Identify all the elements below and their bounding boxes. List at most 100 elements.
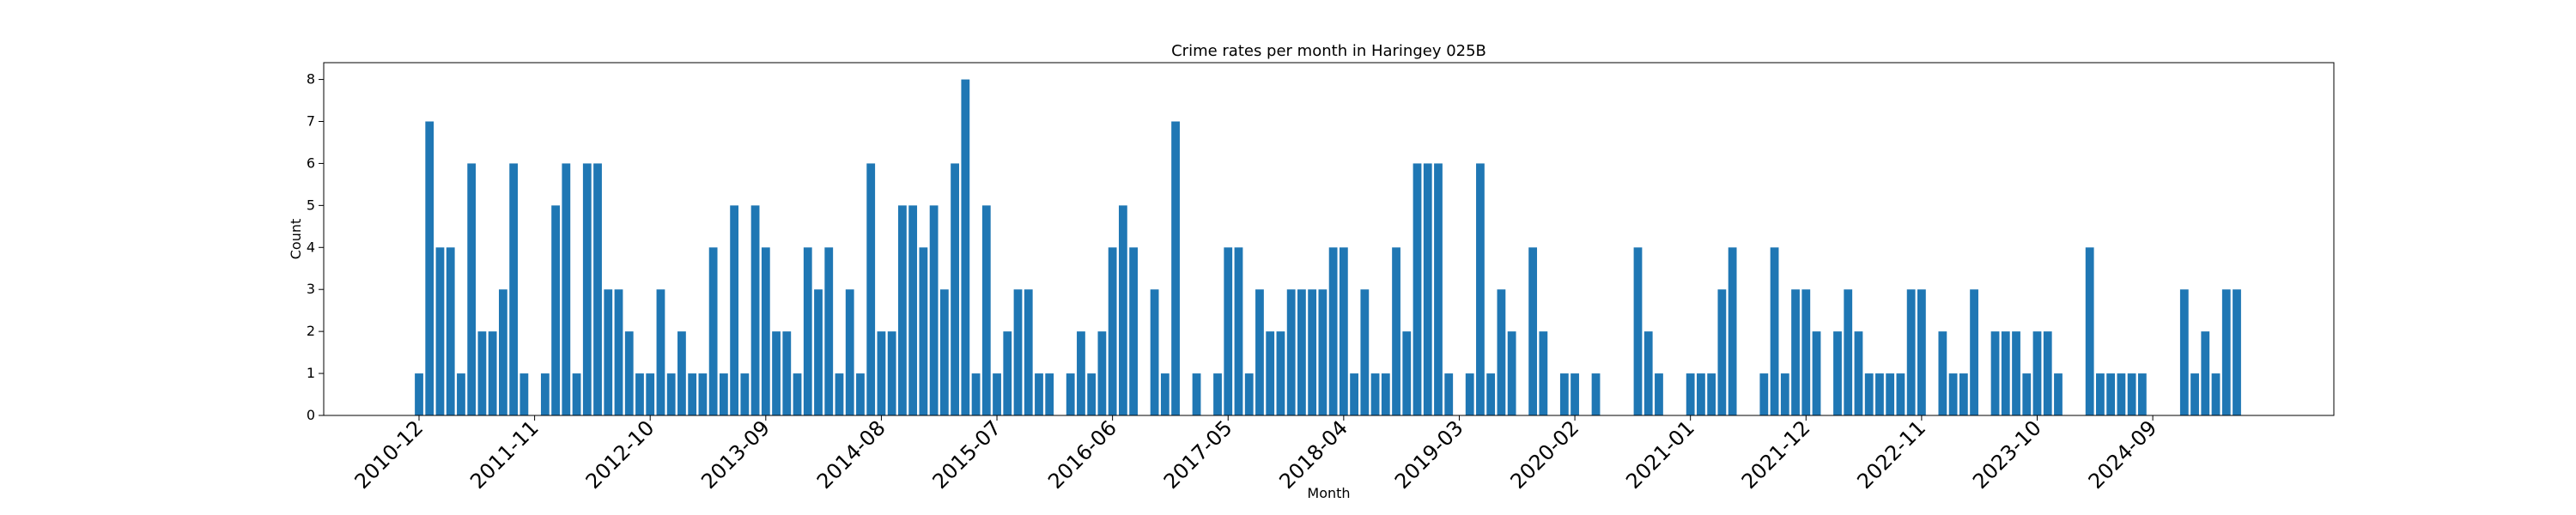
bar — [1234, 247, 1243, 415]
bar — [803, 247, 812, 415]
bar — [772, 331, 781, 415]
bar — [1717, 289, 1727, 415]
bar — [435, 247, 445, 415]
bar — [708, 247, 718, 415]
bar — [981, 205, 991, 415]
bar — [1844, 289, 1853, 415]
bar — [1990, 331, 2000, 415]
bar — [467, 163, 477, 415]
bar — [499, 289, 507, 415]
bar — [2233, 289, 2241, 415]
y-tick-label: 6 — [307, 154, 315, 171]
bar — [1255, 289, 1264, 415]
x-tick-label: 2019-03 — [1390, 415, 1468, 494]
bar — [1591, 373, 1601, 415]
bar — [1812, 331, 1821, 415]
bar — [1854, 331, 1863, 415]
bar — [856, 373, 865, 415]
bar — [1392, 247, 1400, 415]
bar — [1444, 373, 1454, 415]
bar — [1150, 289, 1159, 415]
x-tick-label: 2023-10 — [1968, 415, 2046, 494]
bar — [1697, 373, 1705, 415]
bar — [1801, 289, 1811, 415]
bar — [835, 373, 844, 415]
bar — [793, 373, 802, 415]
bar — [1318, 289, 1327, 415]
bar — [2190, 373, 2199, 415]
bar — [519, 373, 529, 415]
bar — [1780, 373, 1789, 415]
bar — [477, 331, 487, 415]
bar — [1381, 373, 1390, 415]
bar — [1339, 247, 1348, 415]
bar — [1864, 373, 1874, 415]
bar — [1350, 373, 1358, 415]
bar — [1413, 163, 1422, 415]
bar — [1896, 373, 1905, 415]
bar — [446, 247, 455, 415]
bar — [887, 331, 896, 415]
bar — [1833, 331, 1842, 415]
bar — [1886, 373, 1895, 415]
bar — [572, 373, 581, 415]
x-tick-label: 2012-10 — [581, 415, 659, 494]
x-axis-label: Month — [1307, 485, 1350, 501]
bar — [2001, 331, 2010, 415]
y-tick-label: 8 — [307, 71, 315, 88]
bar — [540, 373, 550, 415]
bar — [1286, 289, 1296, 415]
bar — [824, 247, 834, 415]
bar — [614, 289, 623, 415]
bar — [415, 373, 423, 415]
bar — [604, 289, 613, 415]
y-tick-label: 7 — [307, 113, 315, 130]
bar — [898, 205, 907, 415]
bar — [939, 289, 949, 415]
bar — [635, 373, 644, 415]
bar — [646, 373, 655, 415]
bar — [1308, 289, 1317, 415]
bar — [1559, 373, 1569, 415]
bar — [1643, 331, 1653, 415]
bar — [1077, 331, 1085, 415]
bar — [961, 79, 970, 415]
bar — [688, 373, 697, 415]
bar — [1528, 247, 1538, 415]
bar — [1759, 373, 1769, 415]
bar — [1497, 289, 1506, 415]
bar — [1087, 373, 1097, 415]
bar — [1013, 289, 1023, 415]
x-tick-label: 2010-12 — [350, 415, 428, 494]
bar — [2127, 373, 2136, 415]
bar — [1297, 289, 1306, 415]
bar — [993, 373, 1001, 415]
bar — [877, 331, 886, 415]
y-tick-label: 2 — [307, 323, 315, 339]
bar — [1045, 373, 1054, 415]
bar — [1160, 373, 1170, 415]
bar — [1875, 373, 1884, 415]
bar — [1791, 289, 1800, 415]
bar — [1707, 373, 1716, 415]
bar — [1402, 331, 1412, 415]
bar — [698, 373, 708, 415]
bar — [1276, 331, 1285, 415]
bar — [457, 373, 465, 415]
x-tick-label: 2022-11 — [1852, 415, 1930, 494]
bar — [1917, 289, 1926, 415]
bar — [1360, 289, 1370, 415]
bar — [951, 163, 959, 415]
bar — [425, 121, 434, 415]
bar — [761, 247, 770, 415]
bar — [2054, 373, 2063, 415]
bar — [1129, 247, 1139, 415]
bar — [1118, 205, 1127, 415]
bar — [656, 289, 665, 415]
bar — [1066, 373, 1075, 415]
x-tick-label: 2015-07 — [928, 415, 1006, 494]
bar — [582, 163, 592, 415]
y-tick-label: 4 — [307, 239, 315, 255]
bar — [2221, 289, 2231, 415]
y-tick-label: 0 — [307, 407, 315, 423]
